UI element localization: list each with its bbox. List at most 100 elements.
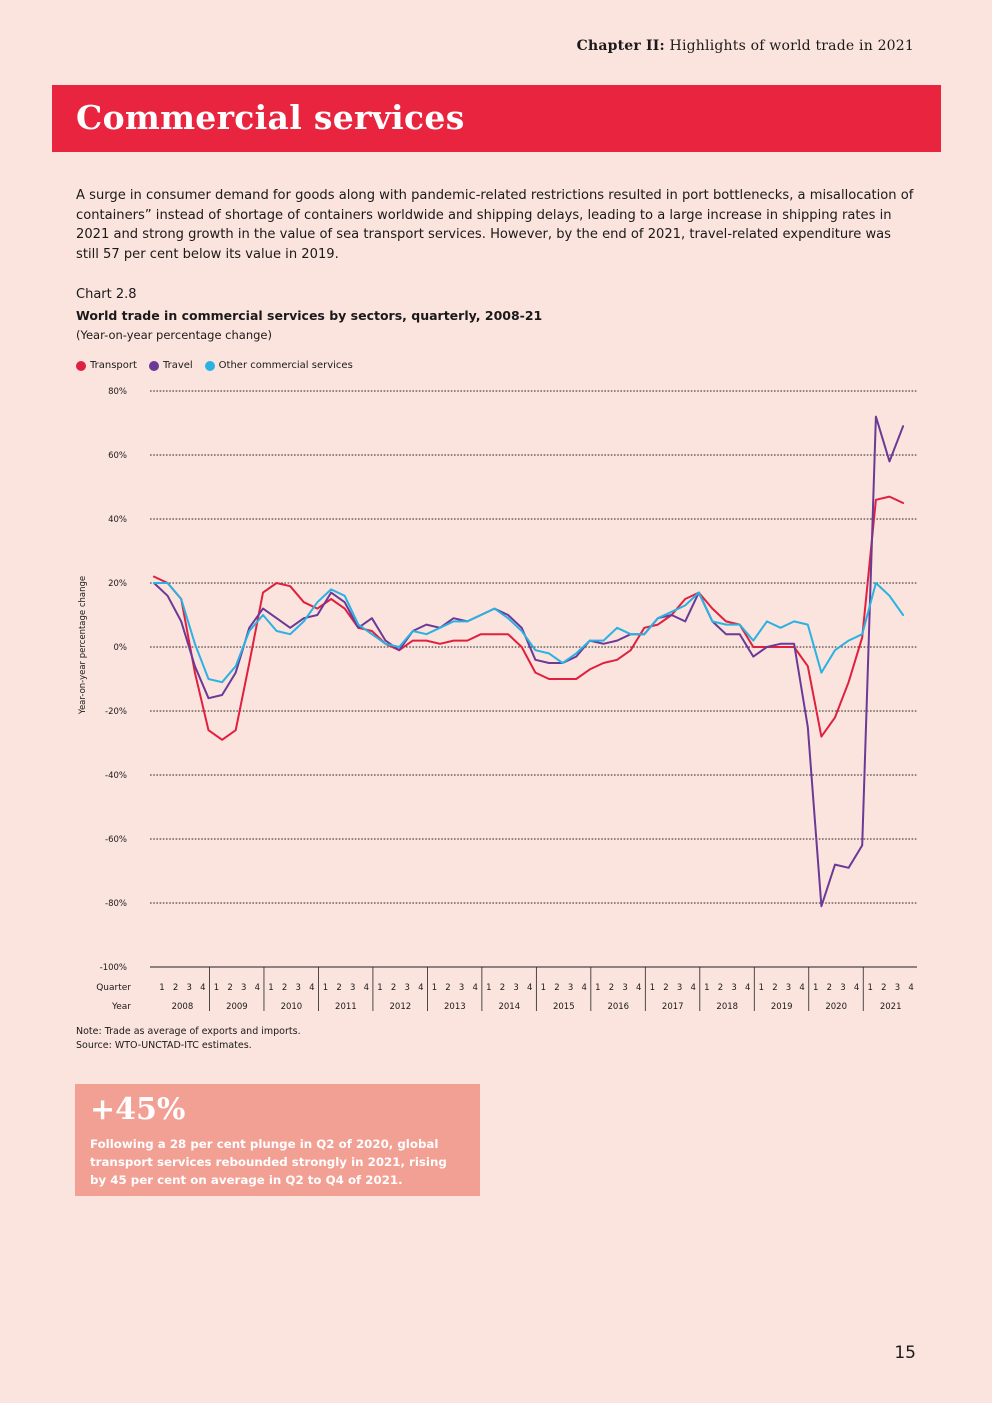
year-tick-label: 2017 (662, 1002, 684, 1012)
quarter-tick-label: 1 (813, 983, 818, 993)
line-chart: 80% 60% 40% 20% 0% -20% -40% -60% -80% -100% Year-… (78, 387, 917, 1012)
quarter-tick-label: 4 (690, 983, 695, 993)
year-tick-label: 2008 (172, 1002, 194, 1012)
callout-value: +45% (90, 1092, 186, 1127)
quarter-tick-label: 1 (595, 983, 600, 993)
legend-label-other: Other commercial services (218, 360, 353, 371)
quarter-tick-label: 3 (731, 983, 736, 993)
page-number: 15 (894, 1343, 916, 1363)
quarter-tick-label: 3 (677, 983, 682, 993)
quarter-tick-label: 2 (609, 983, 614, 993)
y-tick-label: 80% (108, 387, 127, 397)
year-tick-label: 2011 (335, 1002, 357, 1012)
legend-item-transport: Transport (76, 360, 137, 371)
quarter-tick-label: 1 (214, 983, 219, 993)
chapter-header: Chapter II: Highlights of world trade in… (577, 38, 914, 54)
travel-line (153, 415, 905, 908)
quarter-tick-label: 4 (908, 983, 913, 993)
quarter-tick-label: 4 (527, 983, 532, 993)
chart-title: World trade in commercial services by se… (76, 308, 543, 323)
y-tick-label: 40% (108, 515, 127, 525)
y-tick-label: 60% (108, 451, 127, 461)
quarter-axis-label: Quarter (96, 983, 131, 993)
quarter-tick-label: 1 (268, 983, 273, 993)
quarter-tick-label: 3 (295, 983, 300, 993)
quarter-tick-label: 3 (568, 983, 573, 993)
quarter-tick-label: 1 (486, 983, 491, 993)
legend-item-travel: Travel (148, 360, 193, 371)
year-tick-label: 2020 (825, 1002, 847, 1012)
year-tick-label: 2021 (880, 1002, 902, 1012)
quarter-tick-label: 3 (459, 983, 464, 993)
quarter-tick-label: 1 (432, 983, 437, 993)
chart-subtitle: (Year-on-year percentage change) (76, 328, 272, 342)
quarter-tick-label: 3 (895, 983, 900, 993)
quarter-tick-label: 1 (159, 983, 164, 993)
quarter-tick-label: 2 (336, 983, 341, 993)
y-tick-label: 20% (108, 579, 127, 589)
year-tick-label: 2015 (553, 1002, 575, 1012)
y-tick-label: -100% (100, 963, 127, 973)
quarter-tick-label: 4 (799, 983, 804, 993)
chart-number: Chart 2.8 (76, 287, 137, 302)
year-axis-label: Year (111, 1002, 131, 1012)
section-title-band: Commercial services (52, 85, 941, 152)
transport-line (153, 495, 905, 741)
intro-paragraph: A surge in consumer demand for goods alo… (76, 188, 914, 263)
y-tick-label: -20% (105, 707, 127, 717)
callout-text: Following a 28 per cent plunge in Q2 of … (90, 1137, 447, 1187)
section-title: Commercial services (76, 98, 465, 137)
quarter-tick-label: 4 (255, 983, 260, 993)
year-tick-label: 2019 (771, 1002, 793, 1012)
other-services-line (153, 582, 905, 684)
y-tick-label: -60% (105, 835, 127, 845)
year-tick-label: 2014 (498, 1002, 520, 1012)
chapter-label: Chapter II: (576, 38, 665, 54)
quarter-tick-label: 2 (827, 983, 832, 993)
legend-label-transport: Transport (90, 360, 137, 371)
quarter-tick-label: 3 (513, 983, 518, 993)
quarter-tick-label: 2 (554, 983, 559, 993)
highlight-callout: +45% Following a 28 per cent plunge in Q… (75, 1084, 480, 1196)
quarter-tick-label: 4 (854, 983, 859, 993)
quarter-tick-label: 1 (704, 983, 709, 993)
quarter-tick-label: 1 (759, 983, 764, 993)
quarter-tick-label: 4 (745, 983, 750, 993)
quarter-tick-label: 2 (718, 983, 723, 993)
quarter-tick-label: 2 (173, 983, 178, 993)
source-text: Source: WTO-UNCTAD-ITC estimates. (76, 1040, 252, 1051)
quarter-tick-label: 4 (309, 983, 314, 993)
quarter-tick-label: 4 (200, 983, 205, 993)
legend-label-travel: Travel (162, 360, 193, 371)
legend-item-other: Other commercial services (204, 360, 353, 371)
year-tick-label: 2012 (390, 1002, 412, 1012)
chapter-title: Highlights of world trade in 2021 (669, 38, 914, 54)
year-tick-label: 2010 (281, 1002, 303, 1012)
quarter-tick-label: 2 (445, 983, 450, 993)
quarter-tick-label: 1 (650, 983, 655, 993)
quarter-tick-label: 2 (881, 983, 886, 993)
quarter-tick-label: 1 (541, 983, 546, 993)
year-tick-label: 2009 (226, 1002, 248, 1012)
quarter-tick-label: 1 (868, 983, 873, 993)
quarter-tick-label: 3 (241, 983, 246, 993)
quarter-tick-label: 3 (840, 983, 845, 993)
quarter-tick-label: 1 (377, 983, 382, 993)
quarter-tick-label: 2 (227, 983, 232, 993)
year-tick-label: 2013 (444, 1002, 466, 1012)
quarter-tick-label: 4 (636, 983, 641, 993)
y-axis-title: Year-on-year percentage change (78, 576, 88, 715)
quarter-tick-label: 4 (473, 983, 478, 993)
quarter-tick-label: 2 (663, 983, 668, 993)
quarter-tick-label: 1 (323, 983, 328, 993)
quarter-tick-label: 4 (364, 983, 369, 993)
legend-dot-travel (148, 360, 159, 371)
y-tick-label: 0% (114, 643, 128, 653)
year-tick-label: 2018 (716, 1002, 738, 1012)
y-tick-label: -40% (105, 771, 127, 781)
quarter-tick-label: 3 (786, 983, 791, 993)
chart-notes: Note: Trade as average of exports and im… (76, 1025, 301, 1053)
y-tick-label: -80% (105, 899, 127, 909)
quarter-tick-label: 3 (404, 983, 409, 993)
quarter-tick-label: 2 (500, 983, 505, 993)
